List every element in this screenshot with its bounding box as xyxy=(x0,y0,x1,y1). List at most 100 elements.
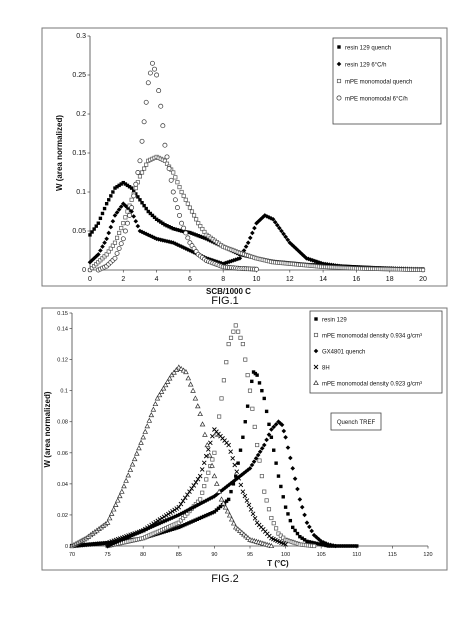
fig2-frame xyxy=(41,307,448,571)
data-point xyxy=(222,504,229,510)
y-tick-label: 0.14 xyxy=(57,327,68,333)
data-point xyxy=(200,227,205,232)
data-point xyxy=(109,194,113,198)
data-point xyxy=(125,183,130,188)
data-point xyxy=(196,233,200,238)
data-point xyxy=(160,530,164,535)
data-point xyxy=(102,240,107,245)
data-point xyxy=(307,540,312,544)
data-point xyxy=(220,261,226,267)
data-point xyxy=(177,228,182,233)
data-point xyxy=(142,428,149,434)
data-point xyxy=(235,475,240,481)
data-point xyxy=(230,479,236,484)
x-tick-label: 10 xyxy=(253,276,261,283)
data-point xyxy=(179,524,183,529)
data-point xyxy=(286,512,290,516)
data-point xyxy=(191,504,196,510)
data-point xyxy=(118,241,124,247)
data-point xyxy=(180,367,187,373)
data-point xyxy=(197,516,202,521)
data-point xyxy=(129,197,134,202)
data-point xyxy=(163,223,167,227)
data-point xyxy=(105,543,110,549)
data-point xyxy=(199,467,205,472)
data-point xyxy=(322,261,328,267)
data-point xyxy=(285,445,291,450)
data-point xyxy=(268,542,275,549)
data-point xyxy=(183,197,188,202)
data-point xyxy=(181,515,186,521)
data-point xyxy=(194,217,199,222)
data-point xyxy=(156,218,161,223)
data-point xyxy=(314,259,320,265)
data-point xyxy=(178,501,184,507)
legend-box xyxy=(309,310,443,394)
data-point xyxy=(104,202,109,206)
data-point xyxy=(224,499,229,503)
x-tick-label: 110 xyxy=(352,552,361,558)
data-point xyxy=(133,218,139,224)
y-tick-label: 0.25 xyxy=(72,72,86,79)
data-point xyxy=(123,477,129,483)
data-point xyxy=(274,461,278,465)
annotation-box xyxy=(330,412,382,431)
data-point xyxy=(240,342,245,347)
data-point xyxy=(260,388,264,393)
data-point xyxy=(104,236,109,242)
data-point xyxy=(220,487,226,493)
data-point xyxy=(352,544,357,548)
data-point xyxy=(300,536,304,540)
x-tick-label: 70 xyxy=(69,552,75,558)
data-point xyxy=(264,498,269,503)
data-point xyxy=(94,224,98,228)
data-point xyxy=(131,193,137,199)
data-point xyxy=(228,480,234,486)
data-point xyxy=(185,235,191,241)
data-point xyxy=(283,434,288,440)
data-point xyxy=(213,480,220,486)
data-point xyxy=(185,247,191,252)
data-point xyxy=(179,189,184,195)
data-point xyxy=(179,229,184,233)
data-point xyxy=(318,260,324,266)
data-point xyxy=(88,233,92,237)
data-point xyxy=(181,523,185,528)
data-point xyxy=(255,373,259,377)
data-point xyxy=(92,227,96,231)
data-point xyxy=(328,542,333,548)
legend-label: 8H xyxy=(322,365,330,371)
data-point xyxy=(139,138,145,144)
x-tick-label: 100 xyxy=(281,552,290,558)
data-point xyxy=(269,515,274,521)
legend-marker xyxy=(313,364,319,370)
data-point xyxy=(185,201,190,206)
data-point xyxy=(302,538,307,542)
data-point xyxy=(177,185,182,190)
data-point xyxy=(100,244,105,249)
data-point xyxy=(266,432,272,437)
data-point xyxy=(168,177,174,183)
data-point xyxy=(176,364,182,370)
data-point xyxy=(216,506,221,510)
data-point xyxy=(194,233,198,237)
data-point xyxy=(210,495,215,500)
data-point xyxy=(157,520,163,526)
data-point xyxy=(136,195,140,199)
data-point xyxy=(159,220,163,224)
data-point xyxy=(206,452,213,458)
data-point xyxy=(198,224,203,229)
data-point xyxy=(185,492,190,498)
data-point xyxy=(348,544,352,548)
data-point xyxy=(257,449,263,454)
data-point xyxy=(177,525,181,530)
data-point xyxy=(110,243,115,248)
data-point xyxy=(180,510,186,516)
data-point xyxy=(204,237,209,241)
data-point xyxy=(155,518,161,524)
data-point xyxy=(192,395,199,401)
data-point xyxy=(259,474,264,479)
data-point xyxy=(143,231,149,237)
data-point xyxy=(162,142,168,148)
data-point xyxy=(305,539,309,544)
